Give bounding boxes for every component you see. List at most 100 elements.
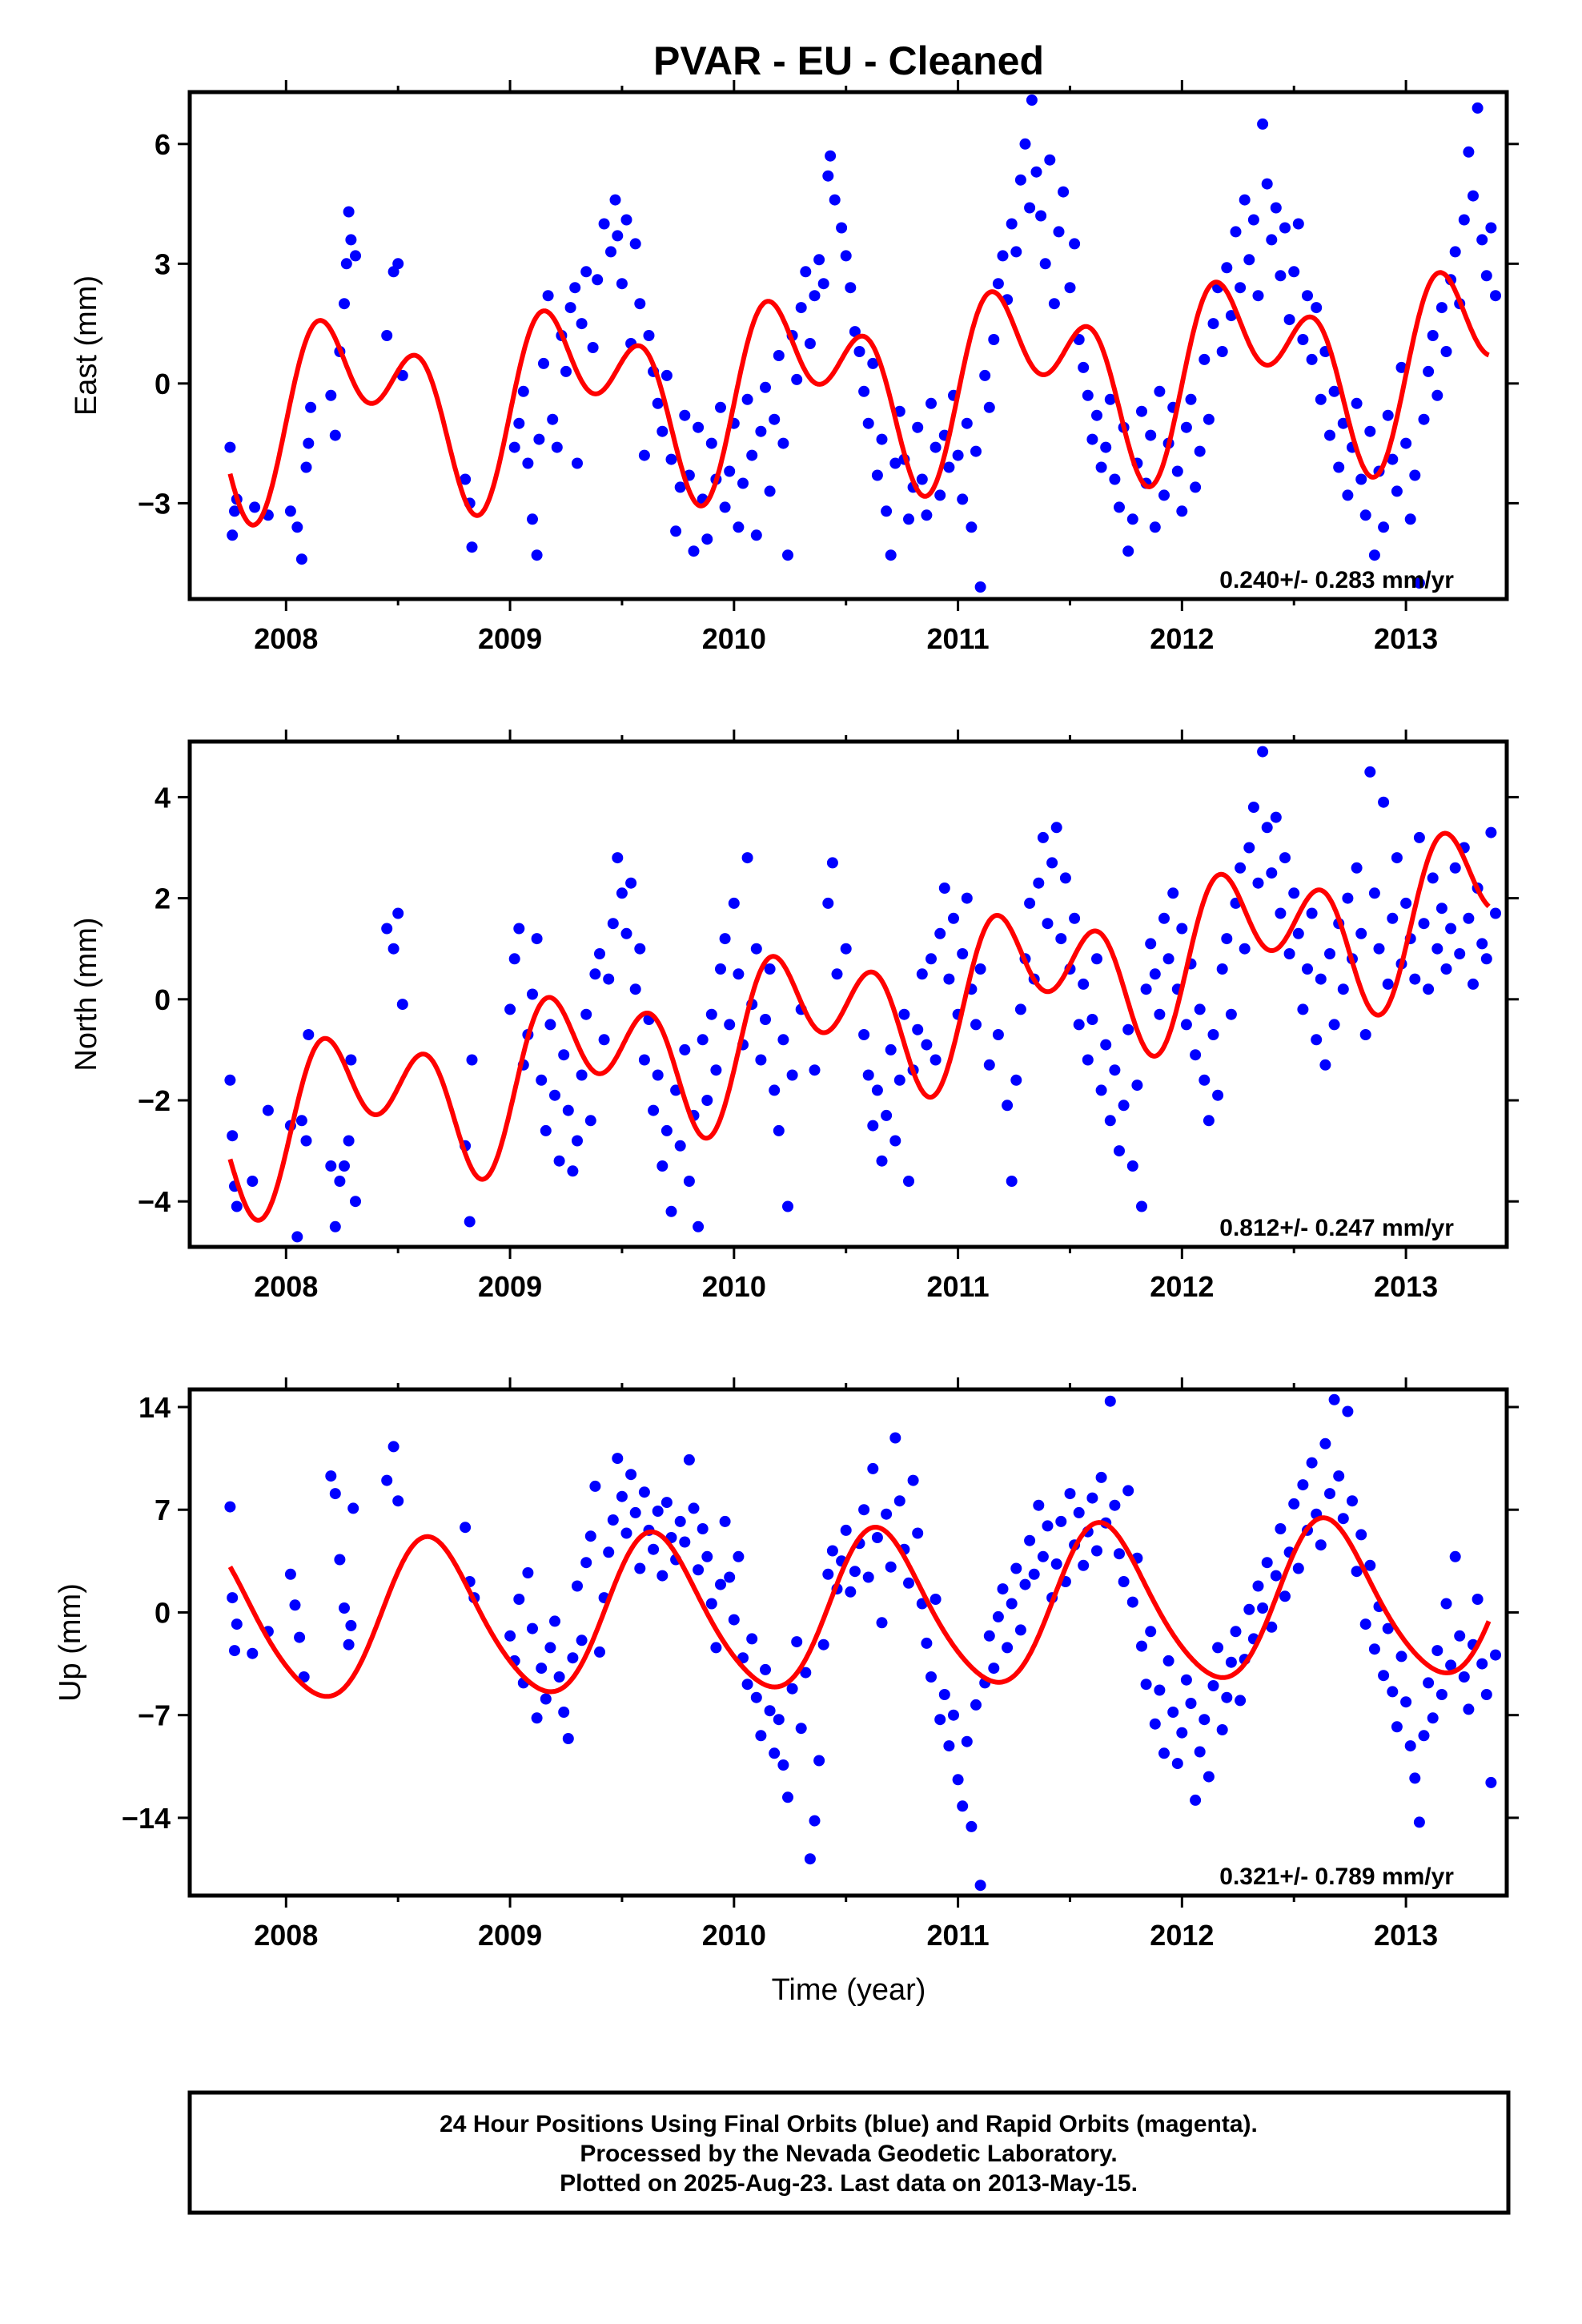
east-data-point-100 <box>836 222 848 234</box>
east-data-point-190 <box>1239 194 1251 206</box>
up-data-point-224 <box>1404 1740 1416 1752</box>
up-data-point-113 <box>907 1474 919 1486</box>
north-data-point-109 <box>921 1039 933 1051</box>
north-data-point-67 <box>693 1220 705 1232</box>
east-data-point-158 <box>1095 461 1107 473</box>
north-data-point-61 <box>665 1205 677 1217</box>
north-data-point-48 <box>607 918 619 930</box>
east-data-point-131 <box>974 581 986 593</box>
east-data-point-95 <box>813 254 825 266</box>
north-data-point-170 <box>1207 1029 1219 1040</box>
up-data-point-69 <box>710 1642 722 1654</box>
east-data-point-50 <box>612 230 624 242</box>
up-data-point-213 <box>1355 1529 1367 1541</box>
north-data-point-220 <box>1431 943 1443 955</box>
east-data-point-185 <box>1216 346 1228 357</box>
up-data-point-114 <box>912 1527 924 1539</box>
footer-box: 24 Hour Positions Using Final Orbits (bl… <box>187 2090 1511 2215</box>
north-data-point-139 <box>1069 912 1081 924</box>
up-data-point-7 <box>289 1599 301 1611</box>
up-data-point-222 <box>1395 1651 1407 1663</box>
north-data-point-174 <box>1225 1008 1237 1020</box>
east-data-point-156 <box>1086 433 1098 445</box>
north-panel: 2008 2009 2010 2011 2012 2013 −4 −2 0 2 4 North (mm… <box>70 730 1519 1303</box>
up-data-point-122 <box>948 1709 959 1721</box>
north-data-point-213 <box>1400 897 1412 909</box>
north-data-point-215 <box>1409 973 1421 985</box>
north-data-point-14 <box>339 1160 350 1172</box>
north-data-point-91 <box>822 897 834 909</box>
north-data-point-58 <box>652 1069 664 1081</box>
up-data-point-10 <box>325 1470 337 1482</box>
east-data-point-20 <box>381 330 393 341</box>
north-data-point-9 <box>300 1135 312 1147</box>
east-data-point-105 <box>858 385 870 397</box>
up-data-point-155 <box>1095 1471 1107 1483</box>
north-x-tick-label-2012: 2012 <box>1150 1270 1214 1303</box>
east-data-point-101 <box>840 250 852 262</box>
east-panel: 2008 2009 2010 2011 2012 2013 −3 0 3 6 East (mm) 0.… <box>70 80 1519 655</box>
up-data-point-87 <box>791 1636 803 1648</box>
up-data-point-61 <box>674 1515 686 1527</box>
up-data-point-73 <box>728 1614 740 1626</box>
east-data-point-26 <box>466 541 478 553</box>
north-data-point-151 <box>1122 1023 1134 1035</box>
east-data-point-28 <box>513 417 525 429</box>
east-data-point-223 <box>1387 453 1399 465</box>
up-data-point-112 <box>903 1577 914 1589</box>
east-y-tick-label-3: 3 <box>155 247 171 280</box>
east-data-point-205 <box>1306 353 1318 365</box>
east-data-point-16 <box>340 258 352 270</box>
north-data-point-60 <box>661 1124 673 1136</box>
north-data-point-100 <box>881 1109 893 1121</box>
up-data-point-138 <box>1019 1578 1031 1590</box>
up-data-point-37 <box>567 1652 579 1664</box>
north-data-point-224 <box>1449 862 1461 874</box>
east-y-tick-label-3: −3 <box>138 487 171 520</box>
north-data-point-183 <box>1266 867 1278 879</box>
east-data-point-148 <box>1048 298 1060 310</box>
east-data-point-67 <box>688 545 700 557</box>
north-data-point-108 <box>916 968 928 980</box>
north-data-point-163 <box>1176 923 1188 935</box>
north-data-point-142 <box>1082 1054 1094 1066</box>
east-data-point-177 <box>1180 421 1192 433</box>
north-data-point-190 <box>1297 1003 1309 1015</box>
east-data-point-201 <box>1288 266 1300 278</box>
east-data-point-147 <box>1044 154 1056 166</box>
east-data-point-175 <box>1171 465 1183 477</box>
east-data-point-215 <box>1351 397 1363 409</box>
up-data-point-183 <box>1221 1691 1233 1703</box>
north-data-point-126 <box>1010 1074 1022 1086</box>
up-data-point-194 <box>1270 1570 1282 1582</box>
up-data-point-110 <box>893 1495 905 1507</box>
up-data-point-90 <box>804 1853 816 1865</box>
east-data-point-219 <box>1368 549 1380 561</box>
up-data-point-4 <box>247 1647 259 1659</box>
east-data-point-144 <box>1030 166 1042 178</box>
up-data-point-145 <box>1050 1558 1062 1570</box>
up-data-point-14 <box>343 1638 355 1651</box>
north-data-point-192 <box>1306 907 1318 919</box>
up-panel: 2008 2009 2010 2011 2012 2013 −14 −7 0 7 14 Up (mm)… <box>54 1377 1519 1952</box>
east-data-point-33 <box>533 433 545 445</box>
up-data-point-30 <box>536 1663 548 1675</box>
north-y-tick-label-0: 0 <box>155 983 171 1016</box>
east-data-point-149 <box>1053 226 1065 238</box>
north-rate-text: 0.812+/- 0.247 mm/yr <box>1219 1215 1454 1241</box>
east-data-point-70 <box>701 533 713 545</box>
north-data-point-136 <box>1055 933 1067 945</box>
east-data-point-228 <box>1409 469 1421 481</box>
north-x-tick-label-2008: 2008 <box>254 1270 318 1303</box>
up-data-point-230 <box>1431 1645 1443 1657</box>
up-data-point-236 <box>1458 1671 1470 1683</box>
east-data-point-176 <box>1176 505 1188 517</box>
north-data-point-35 <box>549 1089 560 1101</box>
east-data-point-196 <box>1266 234 1278 246</box>
east-data-point-235 <box>1440 346 1452 357</box>
north-data-point-186 <box>1279 852 1291 864</box>
up-x-tick-label-2008: 2008 <box>254 1919 318 1952</box>
up-data-point-139 <box>1024 1534 1036 1546</box>
east-data-point-221 <box>1378 521 1390 533</box>
east-data-point-41 <box>569 282 581 294</box>
